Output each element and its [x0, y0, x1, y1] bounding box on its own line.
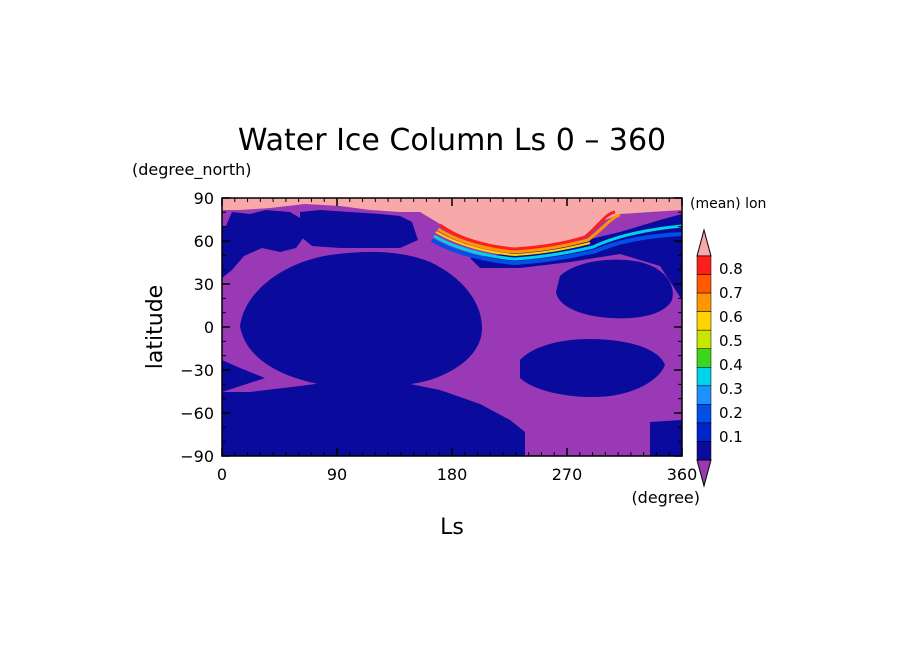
- colorbar-label: 0.8: [719, 260, 743, 278]
- colorbar-label: 0.3: [719, 380, 743, 398]
- colorbar-label: 0.2: [719, 404, 743, 422]
- x-tick-label: 0: [217, 465, 227, 484]
- y-tick-label: 60: [194, 232, 214, 251]
- x-axis-label: Ls: [440, 515, 464, 540]
- y-tick-label: 30: [194, 275, 214, 294]
- x-ticks: 0 90 180 270 360: [217, 198, 697, 484]
- y-ticks: 90 60 30 0 −30 −60 −90: [180, 189, 682, 466]
- colorbar-bin: [696, 292, 712, 312]
- y-tick-label: −90: [180, 447, 214, 466]
- field-cap-rim-red: [439, 210, 616, 251]
- colorbar-bin: [696, 329, 712, 349]
- field-north-left: [222, 210, 306, 278]
- colorbar-arrow-top: [696, 228, 712, 257]
- field-south-right: [650, 420, 682, 456]
- plot-area: [222, 198, 682, 456]
- colorbar-bin: [696, 348, 712, 368]
- colorbar-bin: [696, 385, 712, 405]
- colorbar-bin: [696, 367, 712, 387]
- lon-annotation: (mean) lon: [690, 196, 766, 212]
- x-tick-label: 360: [667, 465, 698, 484]
- field-north-mid: [300, 210, 418, 248]
- field-late-south: [520, 338, 665, 398]
- y-tick-label: −60: [180, 404, 214, 423]
- field-late-north: [556, 259, 673, 319]
- field-cap-rim-blue: [430, 232, 682, 266]
- colorbar-label: 0.1: [719, 428, 743, 446]
- colorbar-bin: [696, 441, 712, 461]
- colorbar-bin: [696, 311, 712, 331]
- y-axis-label: latitude: [143, 285, 168, 369]
- y-tick-label: 90: [194, 189, 214, 208]
- field-south-band: [222, 380, 525, 456]
- chart-title: Water Ice Column Ls 0 – 360: [238, 123, 666, 158]
- colorbar-label: 0.5: [719, 332, 743, 350]
- field-south-left: [222, 360, 265, 392]
- x-unit-label: (degree): [631, 488, 700, 507]
- field-cap-rim-orange: [437, 213, 621, 254]
- field-equatorial-blob: [240, 251, 482, 388]
- colorbar-bin: [696, 274, 712, 294]
- y-unit-label: (degree_north): [132, 160, 251, 180]
- colorbar-label: 0.6: [719, 308, 743, 326]
- colorbar-label: 0.4: [719, 356, 743, 374]
- colorbar: 0.8 0.7 0.6 0.5 0.4 0.3 0.2 0.1: [696, 228, 743, 488]
- x-tick-label: 180: [437, 465, 468, 484]
- colorbar-label: 0.7: [719, 284, 743, 302]
- field-polar-cap: [222, 198, 682, 248]
- y-tick-label: 0: [204, 318, 214, 337]
- colorbar-bin: [696, 255, 712, 275]
- y-tick-label: −30: [180, 361, 214, 380]
- field-cap-rim-yellow: [435, 231, 591, 257]
- colorbar-bin: [696, 404, 712, 424]
- x-tick-label: 270: [552, 465, 583, 484]
- colorbar-arrow-bottom: [696, 459, 712, 488]
- colorbar-bin: [696, 422, 712, 442]
- field-cap-rim-cyan: [433, 224, 682, 261]
- x-tick-label: 90: [327, 465, 347, 484]
